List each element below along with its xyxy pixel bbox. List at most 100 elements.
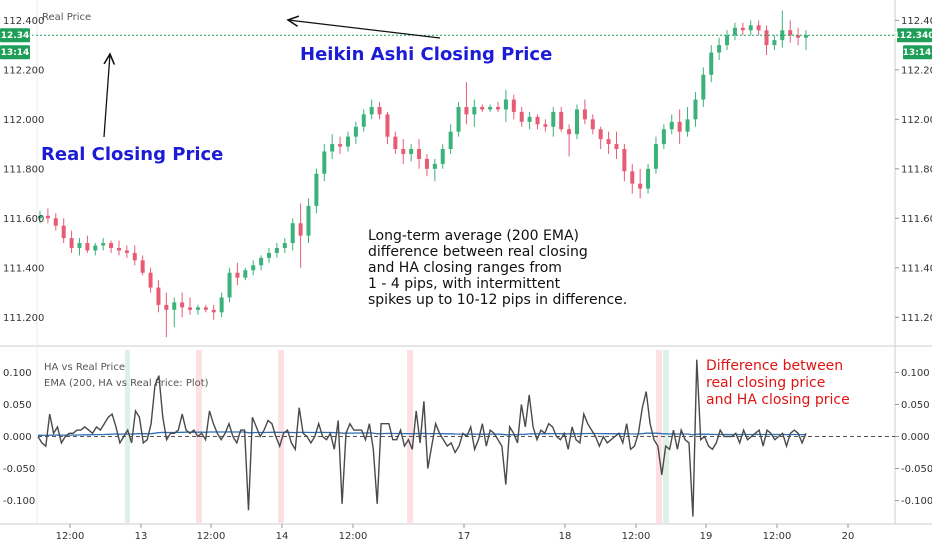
x-tick-label: 12:00 <box>339 531 368 542</box>
candle-body <box>85 243 89 250</box>
candle-body <box>354 127 358 137</box>
oscillator-title: HA vs Real Price <box>44 362 125 373</box>
candle-body <box>93 246 97 251</box>
osc-y-tick-label: 0.100 <box>3 368 32 379</box>
candle-body <box>464 107 468 114</box>
candle-body <box>180 302 184 307</box>
candle-body <box>686 119 690 131</box>
diff-note-line: and HA closing price <box>706 392 850 408</box>
candle-body <box>338 144 342 146</box>
candle-body <box>291 223 295 243</box>
candle-body <box>788 30 792 35</box>
x-tick-label: 18 <box>559 531 572 542</box>
x-tick-label: 12:00 <box>763 531 792 542</box>
y-tick-label: 112.000 <box>3 115 44 126</box>
candle-body <box>733 28 737 35</box>
candle-body <box>362 114 366 126</box>
candle-body <box>543 124 547 126</box>
candle-body <box>378 107 382 114</box>
candle-body <box>670 122 674 129</box>
note-line: Long-term average (200 EMA) <box>368 228 579 244</box>
osc-y-tick-label: -0.050 <box>3 464 35 475</box>
candle-body <box>267 253 271 258</box>
x-tick-label: 12:00 <box>622 531 651 542</box>
diff-note-line: Difference between <box>706 358 843 374</box>
candle-body <box>717 45 721 52</box>
osc-y-tick-label: -0.100 <box>3 496 35 507</box>
candle-body <box>172 302 176 309</box>
candle-body <box>117 248 121 250</box>
candle-body <box>46 216 50 218</box>
y-tick-label: 112.400 <box>3 16 44 27</box>
candle-body <box>638 184 642 189</box>
candle-body <box>678 122 682 132</box>
svg-text:112.340: 112.340 <box>894 31 932 41</box>
candle-body <box>370 107 374 114</box>
y-tick-label: 111.800 <box>3 164 44 175</box>
candle-body <box>441 149 445 164</box>
x-tick-label: 12:00 <box>56 531 85 542</box>
candle-body <box>164 305 168 310</box>
note-line: spikes up to 10-12 pips in difference. <box>368 292 627 308</box>
candle-body <box>551 112 555 127</box>
osc-y-tick-label: 0.100 <box>901 368 930 379</box>
candle-body <box>725 35 729 45</box>
candle-body <box>314 174 318 206</box>
candle-body <box>488 107 492 109</box>
candle-body <box>433 164 437 169</box>
candle-body <box>614 144 618 149</box>
candle-body <box>212 310 216 312</box>
candle-body <box>520 112 524 122</box>
candle-body <box>622 149 626 171</box>
osc-y-tick-label: 0.000 <box>901 432 930 443</box>
candle-body <box>504 100 508 110</box>
candle-body <box>243 270 247 277</box>
y-tick-label: 111.200 <box>901 313 932 324</box>
candle-body <box>575 109 579 134</box>
candle-body <box>591 119 595 129</box>
candle-body <box>757 25 761 30</box>
candle-body <box>425 159 429 169</box>
candle-body <box>409 149 413 154</box>
candle-body <box>417 149 421 159</box>
y-tick-label: 111.200 <box>3 313 44 324</box>
candle-body <box>235 273 239 278</box>
candle-body <box>693 100 697 120</box>
candle-body <box>101 243 105 245</box>
candle-body <box>528 117 532 122</box>
y-tick-label: 111.400 <box>901 263 932 274</box>
note-line: difference between real closing <box>368 244 588 260</box>
candle-body <box>346 137 350 147</box>
candle-body <box>306 206 310 236</box>
candle-body <box>599 129 603 139</box>
candle-body <box>149 273 153 288</box>
candle-body <box>496 107 500 109</box>
svg-text:13:14: 13:14 <box>1 48 30 58</box>
candle-body <box>275 248 279 253</box>
candle-body <box>512 100 516 112</box>
y-tick-label: 112.400 <box>901 16 932 27</box>
candle-body <box>385 114 389 136</box>
candle-body <box>70 238 74 248</box>
candle-body <box>188 307 192 309</box>
note-line: and HA closing ranges from <box>368 260 562 276</box>
diff-note-line: real closing price <box>706 375 825 391</box>
candle-body <box>536 117 540 124</box>
candle-body <box>283 243 287 248</box>
candle-body <box>583 109 587 119</box>
svg-text:13:14: 13:14 <box>903 48 932 58</box>
osc-y-tick-label: 0.050 <box>901 400 930 411</box>
candle-body <box>607 139 611 144</box>
candle-body <box>646 169 650 189</box>
candle-body <box>480 107 484 109</box>
x-tick-label: 12:00 <box>197 531 226 542</box>
osc-y-tick-label: -0.100 <box>901 496 932 507</box>
y-tick-label: 111.600 <box>901 214 932 225</box>
svg-text:112.340: 112.340 <box>0 31 36 41</box>
candle-body <box>62 226 66 238</box>
candle-body <box>133 253 137 260</box>
candle-body <box>765 30 769 45</box>
candle-body <box>109 243 113 248</box>
